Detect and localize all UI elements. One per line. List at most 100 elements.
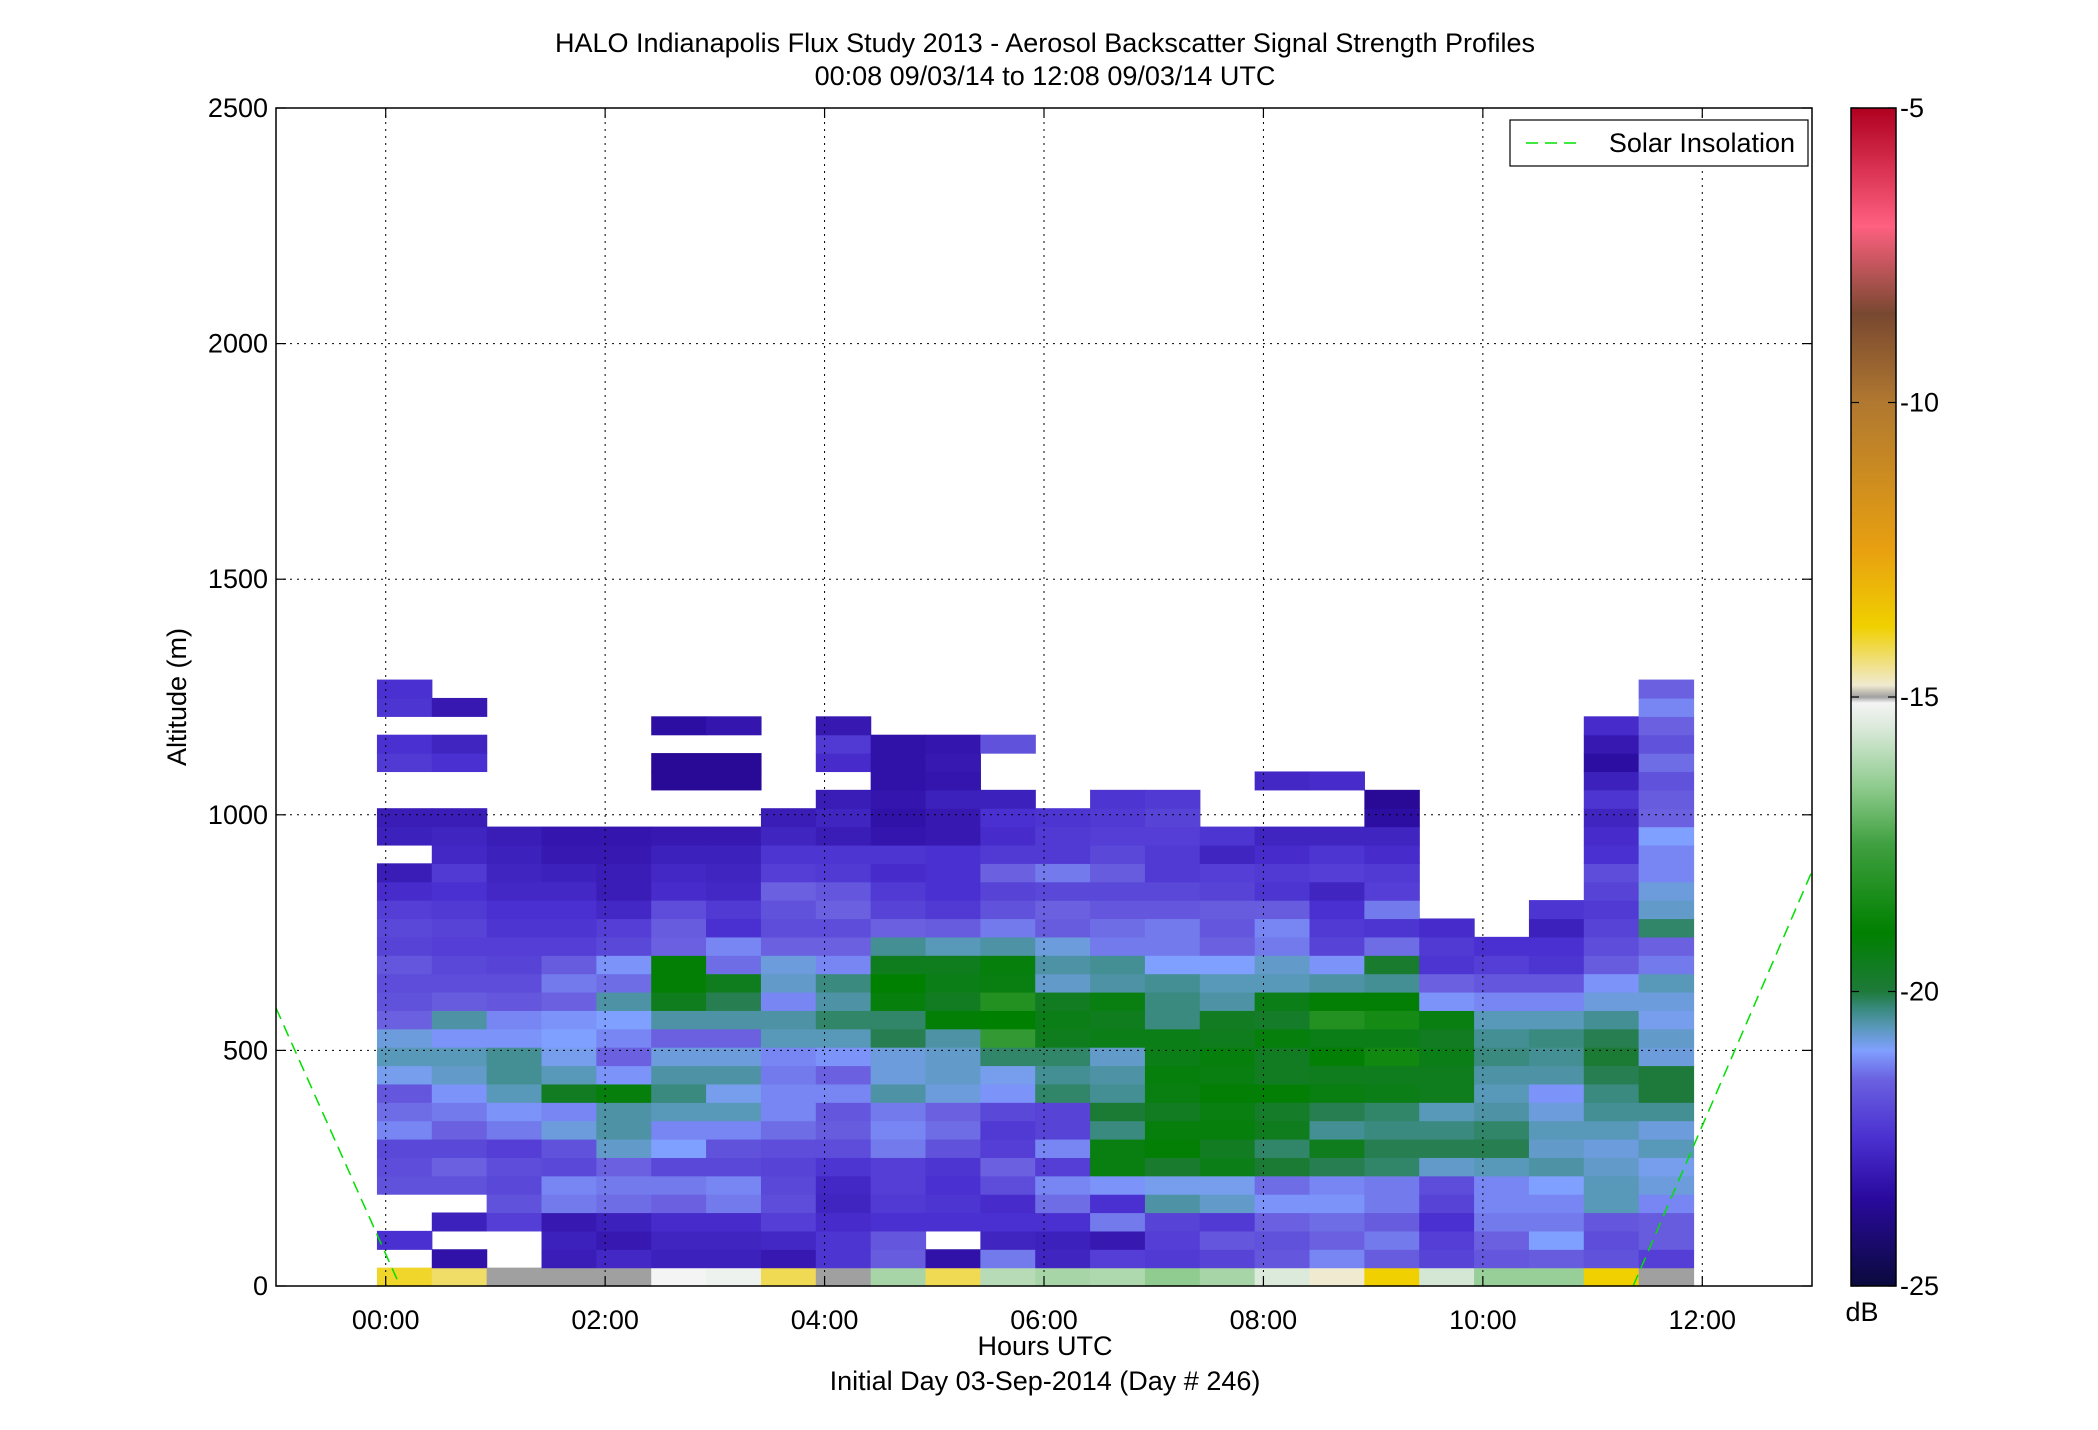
heatmap-cell bbox=[431, 808, 488, 828]
heatmap-cell bbox=[1638, 753, 1695, 773]
heatmap-cell bbox=[1144, 955, 1201, 975]
heatmap-cell bbox=[1638, 771, 1695, 791]
heatmap-cell bbox=[1199, 1175, 1256, 1195]
heatmap-cell bbox=[1583, 936, 1640, 956]
heatmap-cell bbox=[815, 955, 872, 975]
heatmap-cell bbox=[815, 991, 872, 1011]
heatmap-cell bbox=[1528, 955, 1585, 975]
heatmap-cell bbox=[1035, 1083, 1091, 1103]
heatmap-cell bbox=[651, 771, 707, 791]
heatmap-cell bbox=[1144, 1175, 1201, 1195]
heatmap-cell bbox=[980, 955, 1036, 975]
heatmap-cell bbox=[1364, 1065, 1420, 1085]
heatmap-cell bbox=[486, 844, 543, 864]
heatmap-cell bbox=[431, 1157, 488, 1177]
heatmap-cell bbox=[431, 881, 488, 901]
solar-insolation-lines bbox=[275, 871, 1813, 1287]
heatmap-cell bbox=[1035, 1157, 1091, 1177]
heatmap-cell bbox=[870, 900, 927, 920]
heatmap-cell bbox=[541, 1175, 597, 1195]
heatmap-cell bbox=[376, 955, 433, 975]
heatmap-cell bbox=[431, 1267, 488, 1287]
heatmap-cell bbox=[1638, 1028, 1695, 1048]
heatmap-cell bbox=[651, 716, 707, 736]
heatmap-cell bbox=[1254, 771, 1311, 791]
heatmap-cell bbox=[1419, 1065, 1475, 1085]
heatmap-cell bbox=[870, 1047, 927, 1067]
heatmap-cell bbox=[1309, 1230, 1365, 1250]
heatmap-cell bbox=[1364, 1249, 1420, 1269]
heatmap-cell bbox=[870, 1028, 927, 1048]
heatmap-cell bbox=[1364, 918, 1420, 938]
heatmap-cell bbox=[925, 1138, 981, 1158]
heatmap-cell bbox=[1583, 973, 1640, 993]
heatmap-cell bbox=[760, 1065, 817, 1085]
heatmap-cell bbox=[1419, 1028, 1475, 1048]
heatmap-cell bbox=[541, 1212, 597, 1232]
heatmap-cell bbox=[376, 1010, 433, 1030]
heatmap-cell bbox=[596, 1083, 652, 1103]
heatmap-cell bbox=[870, 753, 927, 773]
heatmap-cell bbox=[760, 1010, 817, 1030]
x-tick-label: 08:00 bbox=[1230, 1305, 1298, 1335]
heatmap-cell bbox=[1035, 918, 1091, 938]
heatmap-cell bbox=[376, 863, 433, 883]
heatmap-cell bbox=[815, 716, 872, 736]
heatmap-cell bbox=[1419, 1249, 1475, 1269]
heatmap-cell bbox=[376, 936, 433, 956]
heatmap-cell bbox=[651, 1157, 707, 1177]
heatmap-cell bbox=[1364, 955, 1420, 975]
heatmap-cell bbox=[1638, 955, 1695, 975]
heatmap-cell bbox=[1309, 936, 1365, 956]
heatmap-cell bbox=[1364, 1102, 1420, 1122]
heatmap-cell bbox=[376, 973, 433, 993]
heatmap-cell bbox=[1528, 1249, 1585, 1269]
heatmap-cell bbox=[651, 1102, 707, 1122]
heatmap-cell bbox=[651, 1175, 707, 1195]
heatmap-cell bbox=[1144, 1083, 1201, 1103]
heatmap-cell bbox=[1090, 1175, 1146, 1195]
heatmap-cell bbox=[431, 900, 488, 920]
heatmap-cell bbox=[486, 936, 543, 956]
heatmap-cell bbox=[1528, 973, 1585, 993]
heatmap-cell bbox=[760, 844, 817, 864]
heatmap-cell bbox=[541, 1083, 597, 1103]
heatmap-cell bbox=[870, 1065, 927, 1085]
heatmap-cell bbox=[1583, 1267, 1640, 1287]
heatmap-cell bbox=[1090, 918, 1146, 938]
heatmap-cell bbox=[1144, 1010, 1201, 1030]
heatmap-cell bbox=[925, 1194, 981, 1214]
heatmap-cell bbox=[486, 955, 543, 975]
heatmap-cell bbox=[651, 955, 707, 975]
heatmap-cell bbox=[486, 1065, 543, 1085]
heatmap-cell bbox=[1090, 1083, 1146, 1103]
heatmap-cell bbox=[1144, 1267, 1201, 1287]
heatmap-cell bbox=[1528, 1230, 1585, 1250]
heatmap-cell bbox=[1528, 1028, 1585, 1048]
heatmap-cell bbox=[541, 1230, 597, 1250]
heatmap-cell bbox=[1309, 991, 1365, 1011]
heatmap-cell bbox=[870, 1267, 927, 1287]
heatmap-cell bbox=[541, 955, 597, 975]
heatmap-cell bbox=[1254, 936, 1311, 956]
heatmap-cell bbox=[1090, 936, 1146, 956]
heatmap-cell bbox=[1528, 1175, 1585, 1195]
y-tick-label: 500 bbox=[223, 1035, 268, 1065]
heatmap-cell bbox=[1199, 900, 1256, 920]
heatmap-cell bbox=[1528, 1010, 1585, 1030]
heatmap-cell bbox=[760, 863, 817, 883]
heatmap-cell bbox=[596, 1249, 652, 1269]
heatmap-cell bbox=[431, 1083, 488, 1103]
heatmap-cell bbox=[486, 1120, 543, 1140]
heatmap-cell bbox=[1364, 1230, 1420, 1250]
heatmap-cell bbox=[1583, 1138, 1640, 1158]
heatmap-cell bbox=[596, 1047, 652, 1067]
heatmap-cell bbox=[1528, 1065, 1585, 1085]
heatmap-cell bbox=[870, 734, 927, 754]
heatmap-cell bbox=[1364, 991, 1420, 1011]
heatmap-cell bbox=[1035, 973, 1091, 993]
heatmap-cell bbox=[815, 826, 872, 846]
heatmap-cell bbox=[1035, 936, 1091, 956]
heatmap-cell bbox=[706, 1083, 762, 1103]
heatmap-cell bbox=[1583, 1157, 1640, 1177]
